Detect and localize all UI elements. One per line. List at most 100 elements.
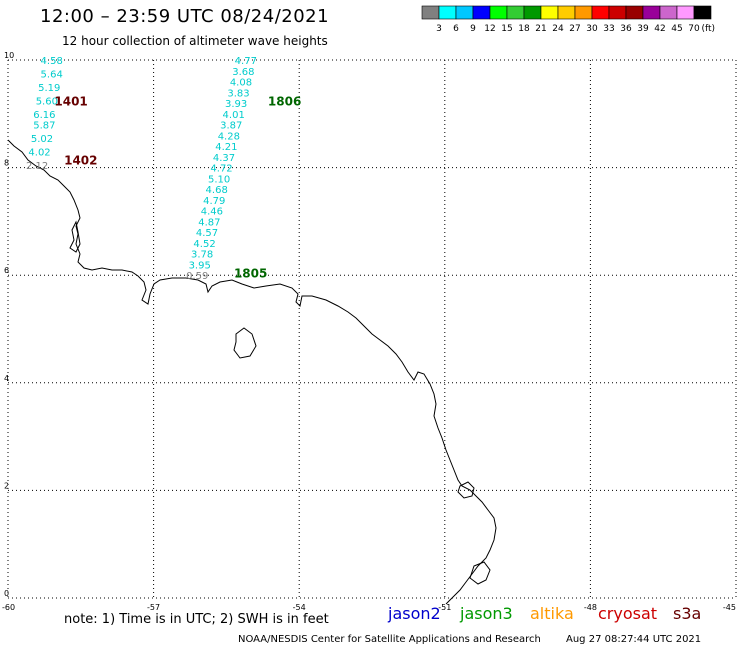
y-tick-label: 2	[4, 481, 9, 490]
credit-text: NOAA/NESDIS Center for Satellite Applica…	[238, 634, 541, 645]
scale-label: 3	[436, 24, 442, 34]
scale-swatch	[455, 5, 474, 20]
coastline-inlet	[69, 220, 81, 253]
scale-label: 21	[535, 24, 546, 34]
scale-label: 18	[518, 24, 530, 34]
swh-value: 4.79	[203, 196, 225, 207]
swh-value: 3.93	[225, 99, 247, 110]
swh-value: 6.16	[33, 110, 55, 121]
x-tick-label: -45	[723, 603, 736, 612]
x-tick-label: -48	[584, 603, 597, 612]
scale-label: 27	[569, 24, 580, 34]
scale-swatch	[421, 5, 440, 20]
scale-label: 12	[484, 24, 495, 34]
swh-value: 4.72	[210, 164, 232, 175]
swh-value: 5.64	[41, 69, 63, 80]
swh-value: 4.52	[193, 239, 215, 250]
pass-label: 1401	[54, 94, 87, 108]
swh-value: 4.58	[41, 56, 63, 67]
legend-s3a: s3a	[673, 604, 702, 623]
swh-value: 3.83	[227, 88, 249, 99]
scale-label: 42	[654, 24, 665, 34]
y-tick-label: 4	[4, 374, 9, 383]
scale-swatch	[676, 5, 695, 20]
scale-swatch	[693, 5, 712, 20]
scale-label: 36	[620, 24, 632, 34]
map-grid	[7, 59, 737, 599]
scale-swatch	[489, 5, 508, 20]
map-subtitle: 12 hour collection of altimeter wave hei…	[62, 34, 328, 48]
scale-swatch	[472, 5, 491, 20]
y-tick-label: 10	[4, 51, 14, 60]
swh-value: 5.10	[208, 174, 230, 185]
legend-cryosat: cryosat	[598, 604, 658, 623]
swh-value: 4.08	[230, 78, 252, 89]
delta-outline	[469, 561, 491, 585]
x-tick-label: -60	[2, 603, 15, 612]
pass-label: 1402	[64, 154, 97, 168]
swh-value: 5.19	[38, 83, 60, 94]
footer-note: note: 1) Time is in UTC; 2) SWH is in fe…	[64, 612, 329, 627]
swh-value: 0.59	[186, 271, 208, 282]
scale-label: 30	[586, 24, 598, 34]
x-tick-label: -54	[293, 603, 306, 612]
swh-value: 4.02	[28, 147, 50, 158]
y-tick-label: 6	[4, 266, 9, 275]
scale-label: 9	[470, 24, 476, 34]
legend-jason2: jason2	[388, 604, 441, 623]
swh-value: 4.87	[198, 217, 220, 228]
scale-label: 15	[501, 24, 512, 34]
scale-label: 39	[637, 24, 649, 34]
swh-value: 4.57	[196, 228, 218, 239]
altimeter-tracks: 4.58 5.64 5.19 5.60 6.165.87 5.02 4.02 2.12 4.77…	[26, 56, 257, 282]
pass-label: 1805	[234, 267, 267, 281]
scale-label: 24	[552, 24, 564, 34]
coastline-path	[7, 139, 497, 605]
swh-value: 5.87	[33, 121, 55, 132]
pass-labels: 1401 1402 1806 1805	[54, 94, 301, 280]
swh-value: 4.21	[215, 142, 237, 153]
x-tick-label: -57	[147, 603, 160, 612]
credit-timestamp: Aug 27 08:27:44 UTC 2021	[566, 634, 702, 645]
map-title: 12:00 – 23:59 UTC 08/24/2021	[40, 6, 330, 27]
scale-swatch	[659, 5, 678, 20]
river-mouth-outline	[457, 481, 475, 499]
scale-swatch	[608, 5, 627, 20]
coastline	[7, 139, 497, 605]
swh-value: 4.68	[206, 185, 228, 196]
legend-altika: altika	[530, 604, 574, 623]
scale-swatch	[540, 5, 559, 20]
x-tick-label: -51	[438, 603, 451, 612]
scale-label: 45	[671, 24, 682, 34]
scale-unit: (ft)	[701, 24, 715, 34]
swh-value: 4.37	[213, 153, 235, 164]
axis-ticks: -60 -57 -54 -51 -48 -45 0 2 4 6 8 10	[2, 51, 736, 612]
pass-label: 1806	[268, 94, 301, 108]
swh-value: 4.28	[218, 131, 240, 142]
swh-value: 3.78	[191, 250, 213, 261]
scale-swatch	[591, 5, 610, 20]
swh-value: 4.01	[223, 110, 245, 121]
swh-value: 3.95	[189, 260, 211, 271]
scale-swatch	[557, 5, 576, 20]
scale-swatch	[574, 5, 593, 20]
island-outline	[233, 327, 257, 359]
y-tick-label: 8	[4, 159, 9, 168]
scale-swatch	[438, 5, 457, 20]
swh-value: 3.87	[220, 121, 242, 132]
legend-jason3: jason3	[460, 604, 513, 623]
scale-label: 33	[603, 24, 614, 34]
swh-value: 5.02	[31, 134, 53, 145]
swh-value: 4.46	[201, 207, 223, 218]
swh-value: 5.60	[36, 96, 58, 107]
scale-label: 70	[688, 24, 700, 34]
color-scale: 3 6 9 12 15 18 21 24 27 30 33 36 39 42 45 70 (ft)	[421, 5, 715, 34]
swh-value: 3.68	[232, 67, 254, 78]
scale-swatch	[523, 5, 542, 20]
swh-value: 2.12	[26, 161, 48, 172]
scale-label: 6	[453, 24, 459, 34]
scale-swatch	[642, 5, 661, 20]
y-tick-label: 0	[4, 589, 9, 598]
swh-value: 4.77	[235, 56, 257, 67]
